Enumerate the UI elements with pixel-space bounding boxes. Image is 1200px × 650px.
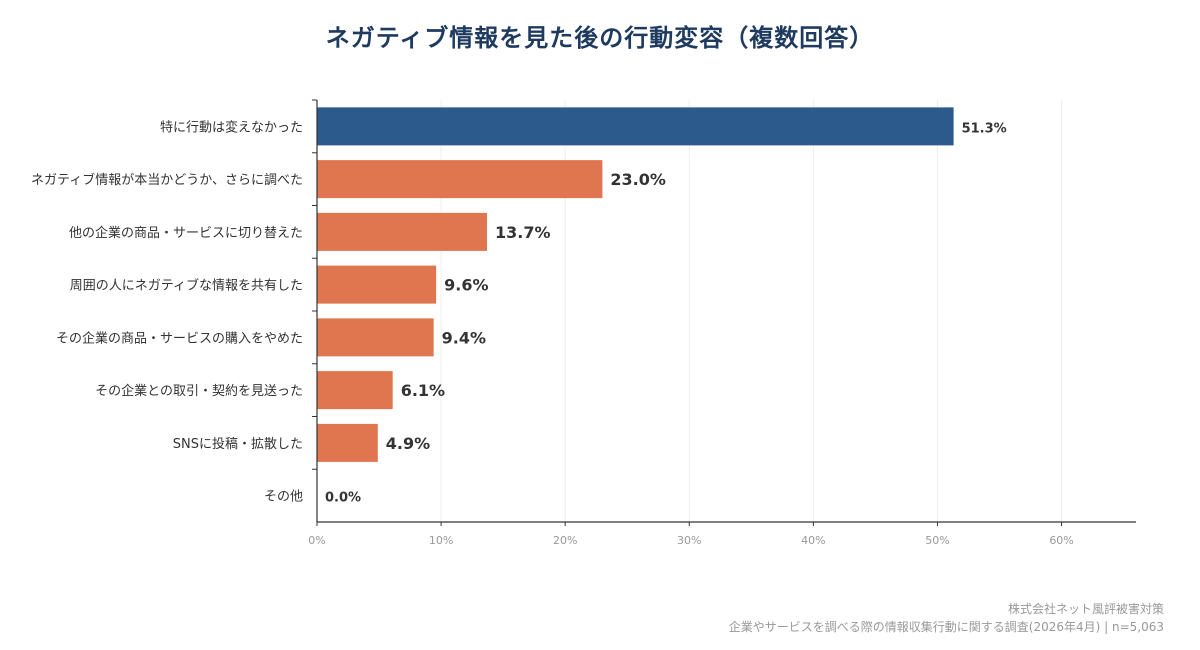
value-label-4: 9.4% [442, 328, 486, 347]
category-label-4: その企業の商品・サービスの購入をやめた [56, 330, 303, 346]
value-label-3: 9.6% [444, 276, 488, 295]
bar-5 [317, 371, 393, 410]
category-label-6: SNSに投稿・拡散した [173, 436, 303, 452]
category-label-7: その他 [264, 490, 303, 505]
x-tick-label-2: 20% [553, 534, 577, 547]
bar-3 [317, 265, 437, 304]
footer-survey-note: 企業やサービスを調べる際の情報収集行動に関する調査(2026年4月) | n=5… [728, 620, 1164, 634]
x-tick-label-3: 30% [677, 534, 701, 547]
category-label-1: ネガティブ情報が本当かどうか、さらに調べた [31, 172, 303, 188]
value-label-7: 0.0% [325, 491, 361, 506]
value-label-5: 6.1% [401, 381, 445, 400]
bar-1 [317, 160, 603, 199]
footer-company: 株式会社ネット風評被害対策 [1007, 602, 1164, 616]
bar-0 [317, 107, 954, 146]
bar-4 [317, 318, 434, 357]
x-tick-label-1: 10% [429, 534, 453, 547]
category-label-5: その企業との取引・契約を見送った [95, 383, 303, 399]
value-label-0: 51.3% [962, 121, 1007, 136]
category-label-2: 他の企業の商品・サービスに切り替えた [69, 225, 303, 241]
x-tick-label-0: 0% [308, 534, 325, 547]
value-label-2: 13.7% [495, 223, 551, 242]
category-label-0: 特に行動は変えなかった [160, 119, 303, 135]
value-label-6: 4.9% [386, 434, 430, 453]
chart-title: ネガティブ情報を見た後の行動変容（複数回答） [325, 24, 875, 52]
category-label-3: 周囲の人にネガティブな情報を共有した [70, 278, 303, 294]
x-tick-label-6: 60% [1049, 534, 1073, 547]
x-tick-label-5: 50% [925, 534, 949, 547]
x-tick-label-4: 40% [801, 534, 825, 547]
bar-2 [317, 212, 488, 251]
value-label-1: 23.0% [610, 170, 666, 189]
bar-6 [317, 423, 378, 462]
